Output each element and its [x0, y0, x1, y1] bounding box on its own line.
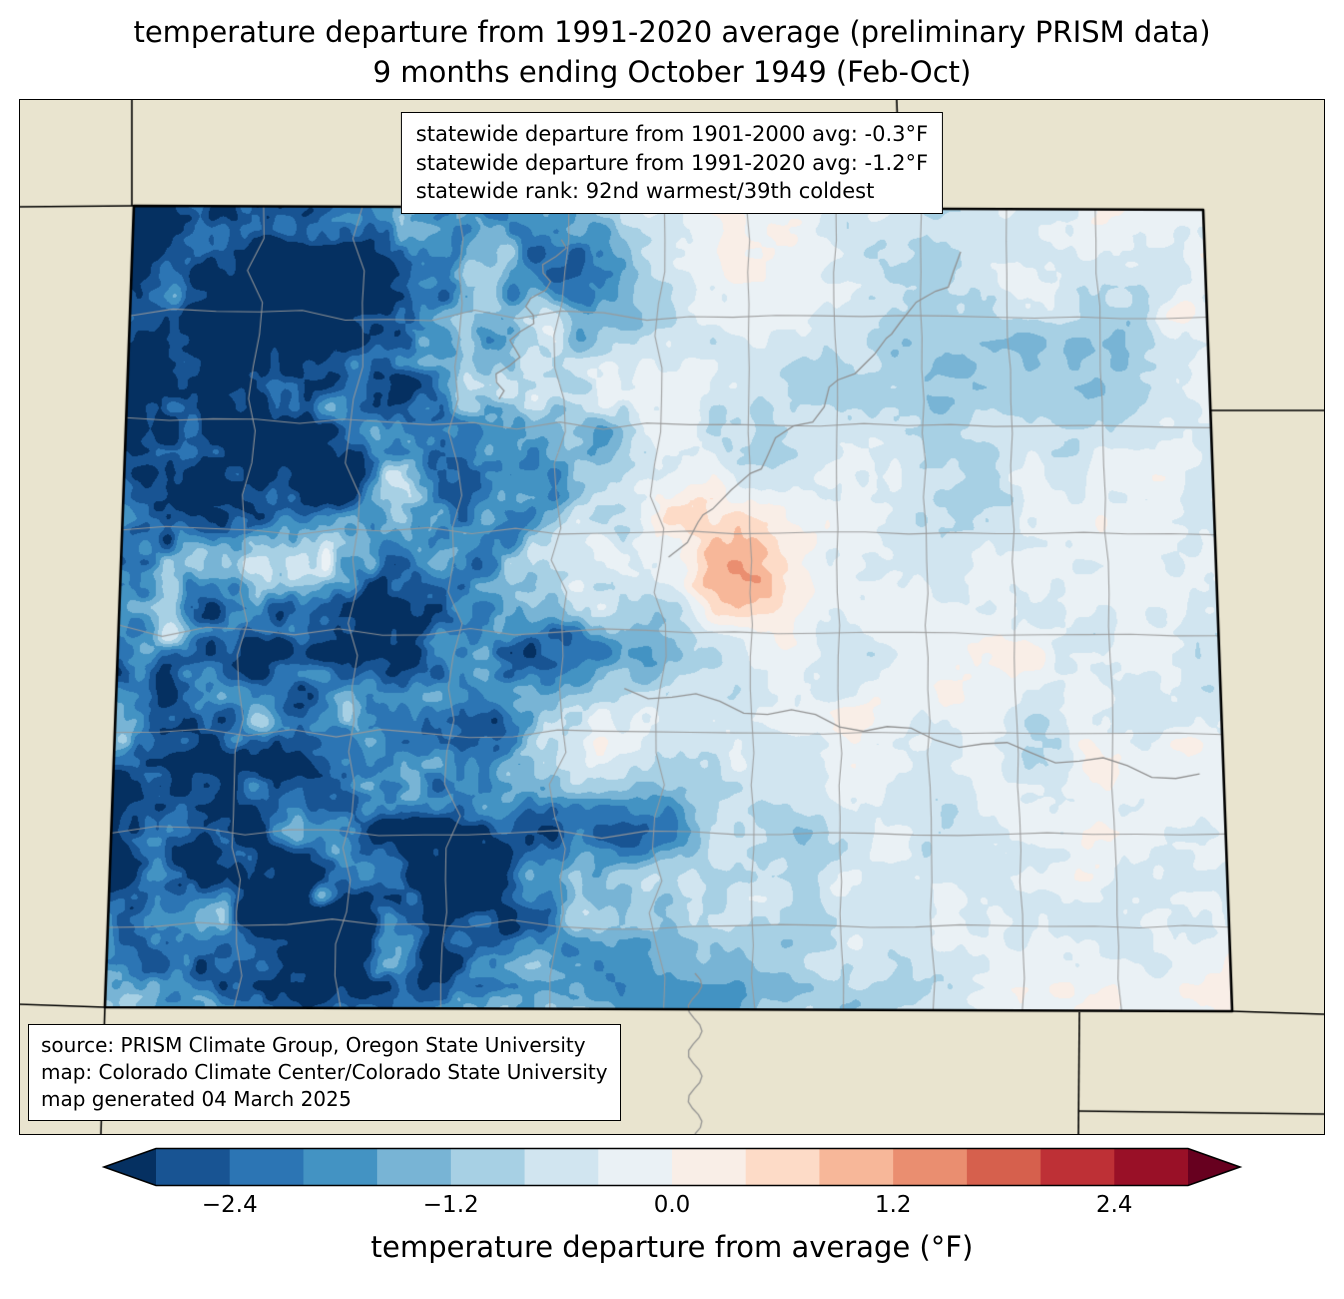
title-line-1: temperature departure from 1991-2020 ave… [133, 15, 1211, 49]
figure-title: temperature departure from 1991-2020 ave… [0, 12, 1344, 92]
colorbar-band [893, 1148, 968, 1186]
colorbar-tick-label: 1.2 [874, 1192, 912, 1218]
credits-box: source: PRISM Climate Group, Oregon Stat… [28, 1024, 621, 1121]
colorbar-band [156, 1148, 231, 1186]
colorbar [101, 1147, 1243, 1187]
colorbar-band [745, 1148, 821, 1186]
credits-line-1: source: PRISM Climate Group, Oregon Stat… [41, 1033, 586, 1057]
colorbar-tick-label: −2.4 [201, 1192, 258, 1218]
stats-line-2: statewide departure from 1991-2020 avg: … [415, 150, 929, 175]
colorbar-tick-label: 0.0 [653, 1192, 691, 1218]
colorbar-band [450, 1148, 526, 1186]
stats-line-3: statewide rank: 92nd warmest/39th coldes… [415, 179, 875, 203]
colorbar-band [598, 1148, 673, 1186]
map-axes: statewide departure from 1901-2000 avg: … [19, 99, 1325, 1135]
colorbar-band [303, 1148, 378, 1186]
credits-line-2: map: Colorado Climate Center/Colorado St… [41, 1060, 608, 1084]
colorbar-outline [101, 1147, 1243, 1187]
statewide-stats-box: statewide departure from 1901-2000 avg: … [400, 112, 944, 214]
colorbar-band [1114, 1148, 1189, 1186]
colorbar-band [524, 1148, 599, 1186]
credits-line-3: map generated 04 March 2025 [41, 1087, 352, 1111]
stats-line-1: statewide departure from 1901-2000 avg: … [415, 122, 929, 146]
colorbar-band [966, 1148, 1042, 1186]
title-line-2: 9 months ending October 1949 (Feb-Oct) [372, 55, 972, 89]
colorbar-tick-label: 2.4 [1095, 1192, 1133, 1218]
colorbar-band [672, 1148, 747, 1186]
colorbar-label: temperature departure from average (°F) [370, 1230, 974, 1264]
colorbar-band [819, 1148, 894, 1186]
colorbar-band [229, 1148, 305, 1186]
colorbar-band [1040, 1148, 1115, 1186]
colorbar-ticks: −2.4 −1.2 0.0 1.2 2.4 [0, 1192, 1344, 1220]
colorado-temperature-map-canvas [20, 100, 1324, 1134]
colorbar-tick-label: −1.2 [422, 1192, 479, 1218]
colorbar-over-arrow [1188, 1148, 1240, 1186]
colorbar-band [377, 1148, 452, 1186]
colorbar-under-arrow [104, 1148, 156, 1186]
